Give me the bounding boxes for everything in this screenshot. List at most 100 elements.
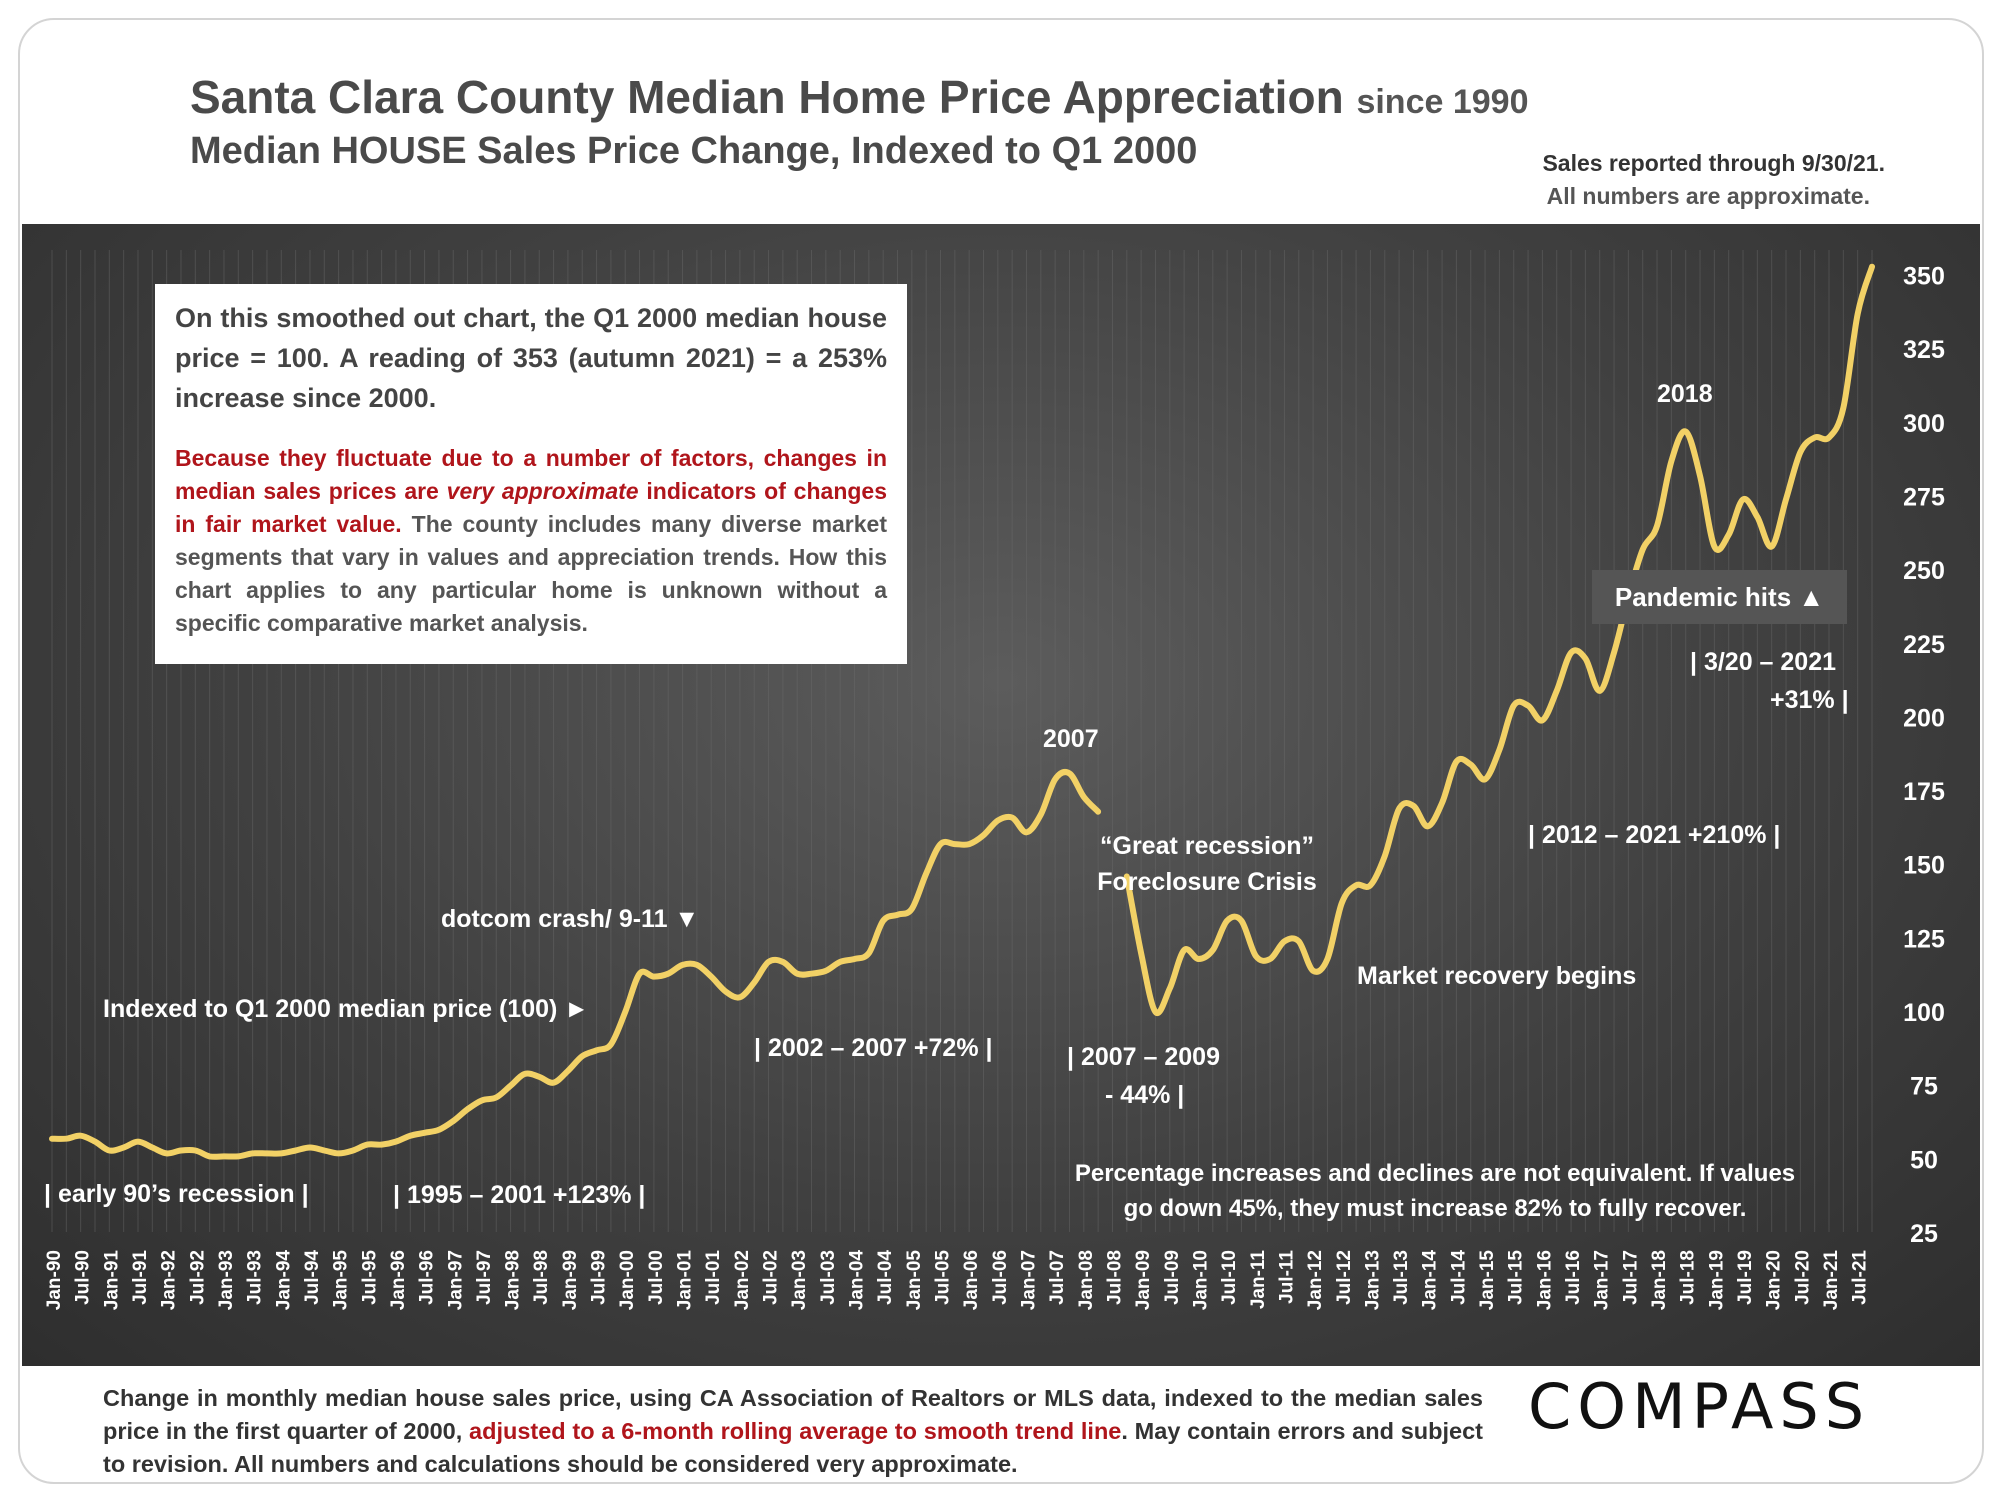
- x-tick-label: Jan-99: [560, 1250, 581, 1310]
- annotation-dotcom: dotcom crash/ 9-11 ▼: [441, 905, 700, 933]
- info-red-a: Because they fluctuate due to a number o…: [175, 445, 887, 504]
- info-red-b: indicators of changes in fair market val…: [175, 478, 887, 537]
- x-tick-label: Jan-19: [1706, 1250, 1727, 1310]
- x-tick-label: Jul-21: [1850, 1250, 1871, 1305]
- x-tick-label: Jul-06: [990, 1250, 1011, 1305]
- x-tick-label: Jul-01: [703, 1250, 724, 1305]
- x-tick-label: Jul-90: [73, 1250, 94, 1305]
- y-tick-label: 275: [1903, 483, 1945, 511]
- annotation-percentage-1: Percentage increases and declines are no…: [1074, 1160, 1796, 1187]
- x-tick-label: Jan-93: [216, 1250, 237, 1310]
- x-tick-label: Jul-98: [531, 1250, 552, 1305]
- x-tick-label: Jul-18: [1678, 1250, 1699, 1305]
- y-tick-label: 150: [1903, 852, 1945, 880]
- annotation-percentage-2: go down 45%, they must increase 82% to f…: [1123, 1195, 1747, 1222]
- x-tick-label: Jan-12: [1305, 1250, 1326, 1310]
- x-tick-label: Jan-14: [1420, 1250, 1441, 1311]
- chart-title: Santa Clara County Median Home Price App…: [190, 71, 1529, 123]
- x-tick-label: Jan-07: [1018, 1250, 1039, 1310]
- x-tick-label: Jul-92: [187, 1250, 208, 1305]
- x-tick-label: Jul-20: [1792, 1250, 1813, 1305]
- x-tick-label: Jul-13: [1391, 1250, 1412, 1305]
- x-tick-label: Jul-02: [761, 1250, 782, 1305]
- x-tick-label: Jul-93: [245, 1250, 266, 1305]
- x-tick-label: Jan-20: [1764, 1250, 1785, 1310]
- y-tick-label: 225: [1903, 631, 1945, 659]
- annotation-2007-2009-2: - 44% |: [1105, 1081, 1185, 1109]
- x-tick-label: Jan-16: [1534, 1250, 1555, 1310]
- x-tick-label: Jan-03: [789, 1250, 810, 1310]
- price-index-line-segment-2: [1123, 263, 1875, 1017]
- x-tick-label: Jan-15: [1477, 1250, 1498, 1311]
- x-tick-label: Jan-95: [331, 1250, 352, 1311]
- x-tick-label: Jul-19: [1735, 1250, 1756, 1305]
- x-tick-label: Jan-92: [159, 1250, 180, 1310]
- x-tick-label: Jul-95: [359, 1250, 380, 1305]
- x-tick-label: Jan-09: [1133, 1250, 1154, 1310]
- annotation-peak-2018: 2018: [1657, 380, 1713, 408]
- x-tick-label: Jul-08: [1104, 1250, 1125, 1305]
- approx-note: All numbers are approximate.: [1546, 183, 1870, 209]
- footer-text-b: . May contain errors and subject to revi…: [103, 1418, 1484, 1477]
- y-tick-label: 250: [1903, 557, 1945, 585]
- x-tick-label: Jan-97: [445, 1250, 466, 1310]
- title-suffix: since 1990: [1356, 83, 1529, 121]
- x-tick-label: Jul-12: [1334, 1250, 1355, 1305]
- x-tick-label: Jul-17: [1620, 1250, 1641, 1305]
- x-tick-label: Jul-00: [646, 1250, 667, 1305]
- x-tick-label: Jul-10: [1219, 1250, 1240, 1305]
- x-tick-label: Jan-94: [273, 1250, 294, 1311]
- info-paragraph-2: Because they fluctuate due to a number o…: [175, 442, 887, 640]
- pandemic-label: Pandemic hits ▲: [1592, 570, 1847, 624]
- annotation-2012-2021: | 2012 – 2021 +210% |: [1528, 821, 1781, 849]
- x-tick-label: Jan-10: [1190, 1250, 1211, 1310]
- annotation-2020-1: | 3/20 – 2021: [1690, 648, 1837, 676]
- y-tick-label: 200: [1903, 704, 1945, 732]
- x-tick-label: Jan-02: [732, 1250, 753, 1310]
- y-tick-label: 100: [1903, 999, 1945, 1027]
- x-tick-label: Jan-01: [675, 1250, 696, 1311]
- footer-note: Change in monthly median house sales pri…: [103, 1382, 1483, 1481]
- annotation-1995-2001: | 1995 – 2001 +123% |: [393, 1181, 646, 1209]
- x-tick-label: Jul-05: [933, 1250, 954, 1305]
- annotation-2002-2007: | 2002 – 2007 +72% |: [754, 1034, 993, 1062]
- annotation-indexed: Indexed to Q1 2000 median price (100) ►: [103, 995, 590, 1023]
- info-paragraph-1: On this smoothed out chart, the Q1 2000 …: [175, 303, 887, 413]
- x-tick-label: Jul-99: [589, 1250, 610, 1305]
- footer-text-red: adjusted to a 6-month rolling average to…: [469, 1418, 1122, 1444]
- x-tick-label: Jul-15: [1506, 1250, 1527, 1305]
- annotation-2007-2009-1: | 2007 – 2009: [1067, 1043, 1220, 1071]
- y-tick-label: 125: [1903, 925, 1945, 953]
- x-tick-label: Jul-09: [1162, 1250, 1183, 1305]
- info-rest: The county includes many diverse market …: [175, 511, 888, 636]
- annotation-recovery: Market recovery begins: [1357, 962, 1637, 990]
- footer-text-a: Change in monthly median house sales pri…: [103, 1385, 1483, 1444]
- info-red-emphasis: very approximate: [446, 478, 639, 504]
- x-tick-label: Jul-91: [130, 1250, 151, 1305]
- x-tick-label: Jan-90: [44, 1250, 65, 1310]
- y-tick-label: 300: [1903, 410, 1945, 438]
- x-tick-label: Jan-98: [503, 1250, 524, 1310]
- x-tick-label: Jan-91: [101, 1250, 122, 1311]
- annotation-early90s: | early 90’s recession |: [44, 1180, 309, 1208]
- annotation-peak-2007: 2007: [1043, 725, 1099, 753]
- info-box: On this smoothed out chart, the Q1 2000 …: [155, 284, 907, 664]
- y-tick-label: 325: [1903, 336, 1945, 364]
- x-tick-label: Jul-07: [1047, 1250, 1068, 1305]
- compass-logo: COMPASS: [1528, 1370, 1871, 1443]
- x-tick-label: Jul-03: [818, 1250, 839, 1305]
- x-tick-label: Jul-94: [302, 1250, 323, 1305]
- x-tick-label: Jan-11: [1248, 1250, 1269, 1310]
- x-tick-label: Jul-97: [474, 1250, 495, 1305]
- sales-note: Sales reported through 9/30/21.: [1542, 150, 1885, 176]
- price-index-line-segment-1: [49, 769, 1102, 1160]
- x-tick-label: Jul-16: [1563, 1250, 1584, 1305]
- y-tick-label: 350: [1903, 263, 1945, 291]
- x-tick-label: Jul-11: [1276, 1250, 1297, 1304]
- x-tick-label: Jan-00: [617, 1250, 638, 1310]
- x-tick-label: Jan-06: [961, 1250, 982, 1310]
- x-tick-label: Jan-13: [1362, 1250, 1383, 1310]
- annotation-recession-2: Foreclosure Crisis: [1097, 868, 1317, 896]
- x-tick-label: Jan-18: [1649, 1250, 1670, 1310]
